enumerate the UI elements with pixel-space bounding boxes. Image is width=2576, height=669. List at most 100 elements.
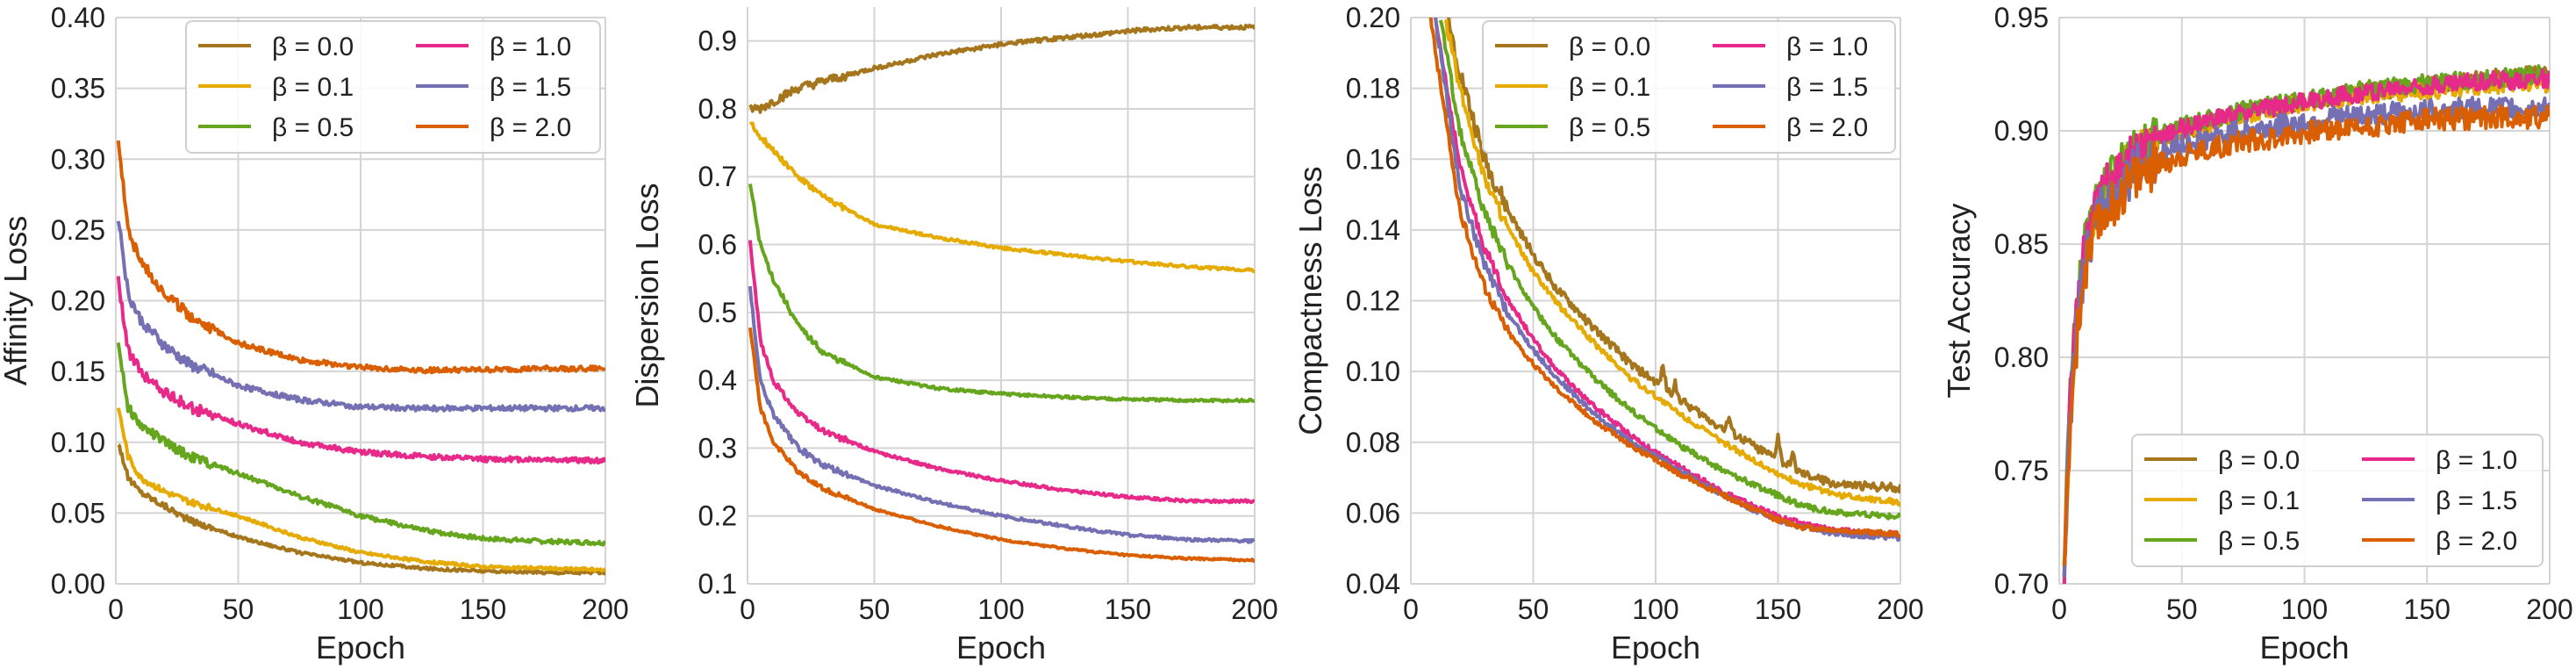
y-axis-label: Dispersion Loss [629,183,665,407]
y-tick-label: 0.10 [51,427,105,458]
x-axis-label: Epoch [1611,629,1700,665]
y-tick-label: 0.10 [1346,356,1400,387]
legend-label: β = 0.0 [1569,32,1650,61]
x-axis-label: Epoch [316,629,405,665]
y-tick-label: 0.30 [51,143,105,175]
y-tick-label: 0.20 [1346,2,1400,33]
series-line-0-0 [117,443,605,576]
y-tick-label: 0.35 [51,73,105,104]
x-tick-label: 100 [337,593,383,625]
legend-label: β = 0.5 [2218,527,2300,556]
series-line-1-0 [116,276,605,465]
y-tick-label: 0.1 [698,568,737,600]
legend: β = 0.0 β = 0.1 β = 0.5 β = 1.0 β = 1.5 β = 2… [2131,434,2544,567]
test-accuracy-chart: 0.70 0.75 0.80 0.85 0.90 0.95 0 50 100 150 200 Epoc… [1941,2,2573,665]
x-tick-label: 200 [1877,593,1923,625]
legend-label: β = 0.0 [272,32,354,61]
y-tick-label: 0.40 [51,2,105,33]
legend-label: β = 0.5 [1569,113,1650,142]
y-tick-label: 0.75 [1994,455,2049,486]
compactness-loss-chart: 0.04 0.06 0.08 0.10 0.12 0.14 0.16 0.18 0.20 0 50 1… [1292,2,1924,665]
x-tick-label: 200 [2526,593,2572,625]
legend-label: β = 0.1 [1569,73,1650,102]
legend-label: β = 1.0 [1786,32,1868,61]
y-tick-label: 0.95 [1994,2,2049,33]
series-line-2-0 [2062,104,2550,566]
series-line-0-1 [116,407,605,573]
legend-box [1482,20,1896,154]
x-tick-label: 200 [1231,593,1277,625]
legend-label: β = 2.0 [1786,113,1868,142]
y-tick-label: 0.25 [51,214,105,246]
legend-label: β = 2.0 [490,113,571,142]
y-axis-label: Compactness Loss [1292,166,1328,435]
y-tick-label: 0.9 [698,25,737,57]
legend-label: β = 1.5 [1786,73,1868,102]
y-tick-label: 0.14 [1346,214,1400,246]
series-layer [748,23,1255,563]
x-tick-label: 0 [740,593,755,625]
y-tick-label: 0.3 [698,432,737,464]
legend-box [2131,434,2544,567]
legend-label: β = 0.0 [2218,446,2300,475]
series-line-0-5 [116,342,605,547]
y-tick-label: 0.70 [1994,568,2049,600]
x-tick-label: 0 [108,593,124,625]
y-tick-label: 0.85 [1994,228,2049,260]
x-axis-label: Epoch [2259,629,2349,665]
series-line-1-5 [1434,18,1900,543]
y-tick-label: 0.4 [698,364,737,396]
y-tick-label: 0.90 [1994,115,2049,147]
y-tick-label: 0.80 [1994,342,2049,373]
legend-label: β = 1.0 [490,32,571,61]
legend-label: β = 0.1 [272,73,354,102]
x-tick-label: 100 [1632,593,1678,625]
y-tick-label: 0.15 [51,356,105,387]
y-tick-label: 0.12 [1346,285,1400,317]
series-line-2-0 [748,327,1255,563]
y-tick-label: 0.8 [698,93,737,125]
y-tick-label: 0.5 [698,297,737,328]
legend-label: β = 0.5 [272,113,354,142]
y-tick-label: 0.16 [1346,143,1400,175]
series-line-0-1 [1443,18,1900,507]
x-tick-label: 100 [2281,593,2328,625]
x-tick-label: 200 [582,593,628,625]
y-tick-label: 0.2 [698,500,737,532]
x-tick-label: 0 [2051,593,2067,625]
legend-label: β = 0.1 [2218,486,2300,515]
x-tick-label: 50 [1518,593,1549,625]
legend-label: β = 1.0 [2436,446,2517,475]
x-tick-label: 150 [2404,593,2451,625]
y-tick-label: 0.7 [698,161,737,192]
affinity-loss-chart: 0.00 0.05 0.10 0.15 0.20 0.25 0.30 0.35 0.40 0 50 1… [0,2,629,665]
legend-label: β = 1.5 [490,73,571,102]
y-tick-label: 0.18 [1346,73,1400,104]
x-tick-label: 150 [460,593,506,625]
series-line-1-5 [116,220,605,413]
legend-box [185,20,601,154]
dispersion-loss-chart: 0.1 0.2 0.3 0.4 0.5 0.6 0.7 0.8 0.9 0 50 100 150 200 E… [629,7,1278,665]
series-layer [116,140,605,576]
x-tick-label: 150 [1755,593,1801,625]
y-axis-label: Test Accuracy [1941,203,1977,398]
x-tick-label: 150 [1105,593,1151,625]
series-line-1-5 [748,285,1255,544]
series-line-0-0 [748,23,1255,114]
series-line-0-5 [1438,19,1900,521]
legend-label: β = 1.5 [2436,486,2517,515]
x-tick-label: 50 [859,593,891,625]
y-tick-label: 0.05 [51,497,105,529]
y-tick-label: 0.6 [698,229,737,261]
series-line-0-1 [748,121,1255,274]
x-tick-label: 100 [977,593,1024,625]
series-layer [1428,18,1900,543]
x-tick-label: 0 [1403,593,1419,625]
x-tick-label: 50 [2166,593,2198,625]
series-line-2-0 [116,140,605,375]
y-tick-label: 0.08 [1346,427,1400,458]
series-layer [2062,64,2550,584]
x-tick-label: 50 [223,593,254,625]
legend: β = 0.0 β = 0.1 β = 0.5 β = 1.0 β = 1.5 β = 2… [1482,20,1896,154]
